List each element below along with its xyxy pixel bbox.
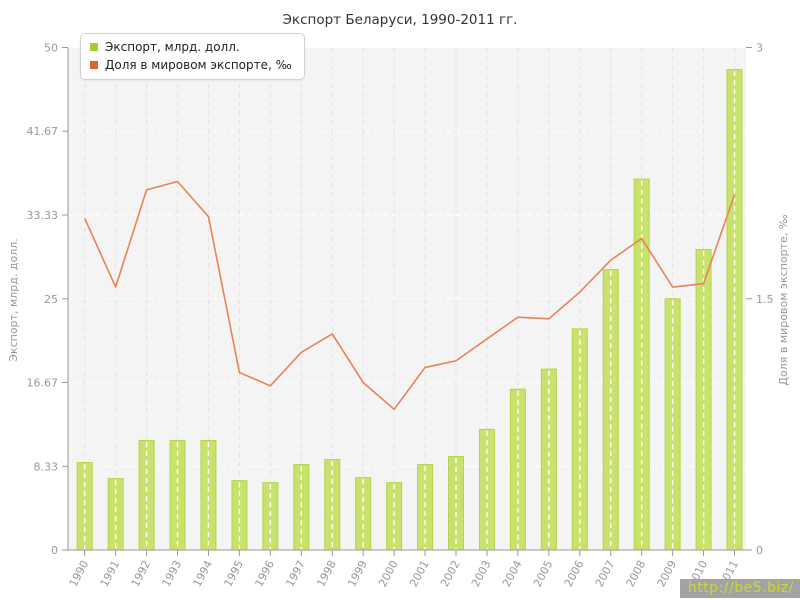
legend: Экспорт, млрд. долл. Доля в мировом эксп… xyxy=(80,33,305,80)
left-tick-label: 0 xyxy=(51,544,58,557)
x-tick-label: 1990 xyxy=(67,558,92,589)
x-tick-label: 1993 xyxy=(160,558,185,589)
left-axis-title: Экспорт, млрд. долл. xyxy=(7,238,20,361)
x-tick-label: 1997 xyxy=(283,558,308,589)
x-tick-label: 2008 xyxy=(624,558,649,589)
x-tick-label: 1998 xyxy=(314,558,339,589)
left-tick-label: 33.33 xyxy=(27,209,59,222)
x-tick-label: 2003 xyxy=(469,558,494,589)
right-axis-title: Доля в мировом экспорте, ‰ xyxy=(777,214,790,385)
x-tick-label: 2001 xyxy=(407,558,432,589)
x-tick-label: 1996 xyxy=(252,558,277,589)
x-tick-label: 2007 xyxy=(593,558,618,589)
x-tick-label: 2004 xyxy=(500,558,525,589)
legend-item-export[interactable]: Экспорт, млрд. долл. xyxy=(90,40,292,54)
left-tick-label: 16.67 xyxy=(27,376,59,389)
legend-label-export: Экспорт, млрд. долл. xyxy=(105,40,240,54)
right-tick-label: 1.5 xyxy=(756,293,774,306)
x-tick-label: 1991 xyxy=(98,558,123,589)
x-tick-label: 2005 xyxy=(531,558,556,589)
legend-item-share[interactable]: Доля в мировом экспорте, ‰ xyxy=(90,58,292,72)
left-tick-label: 41.67 xyxy=(27,125,59,138)
watermark-link[interactable]: http://be5.biz/ xyxy=(679,579,800,598)
x-tick-label: 1995 xyxy=(221,558,246,589)
x-tick-label: 2002 xyxy=(438,558,463,589)
x-tick-label: 1994 xyxy=(190,558,215,589)
x-tick-label: 2006 xyxy=(562,558,587,589)
x-tick-label: 1992 xyxy=(129,558,154,589)
legend-label-share: Доля в мировом экспорте, ‰ xyxy=(105,58,292,72)
x-tick-label: 1999 xyxy=(345,558,370,589)
right-tick-label: 0 xyxy=(756,544,763,557)
share-line[interactable] xyxy=(83,180,736,411)
legend-swatch-share-icon xyxy=(90,61,98,69)
x-tick-label: 2009 xyxy=(655,558,680,589)
left-tick-label: 8.33 xyxy=(34,460,59,473)
chart-title: Экспорт Беларуси, 1990-2011 гг. xyxy=(282,12,518,28)
left-tick-label: 25 xyxy=(44,293,58,306)
left-tick-label: 50 xyxy=(44,42,58,55)
legend-swatch-export-icon xyxy=(90,43,98,51)
bar-2005[interactable] xyxy=(540,368,557,551)
right-tick-label: 3 xyxy=(756,42,763,55)
x-tick-label: 2000 xyxy=(376,558,401,589)
